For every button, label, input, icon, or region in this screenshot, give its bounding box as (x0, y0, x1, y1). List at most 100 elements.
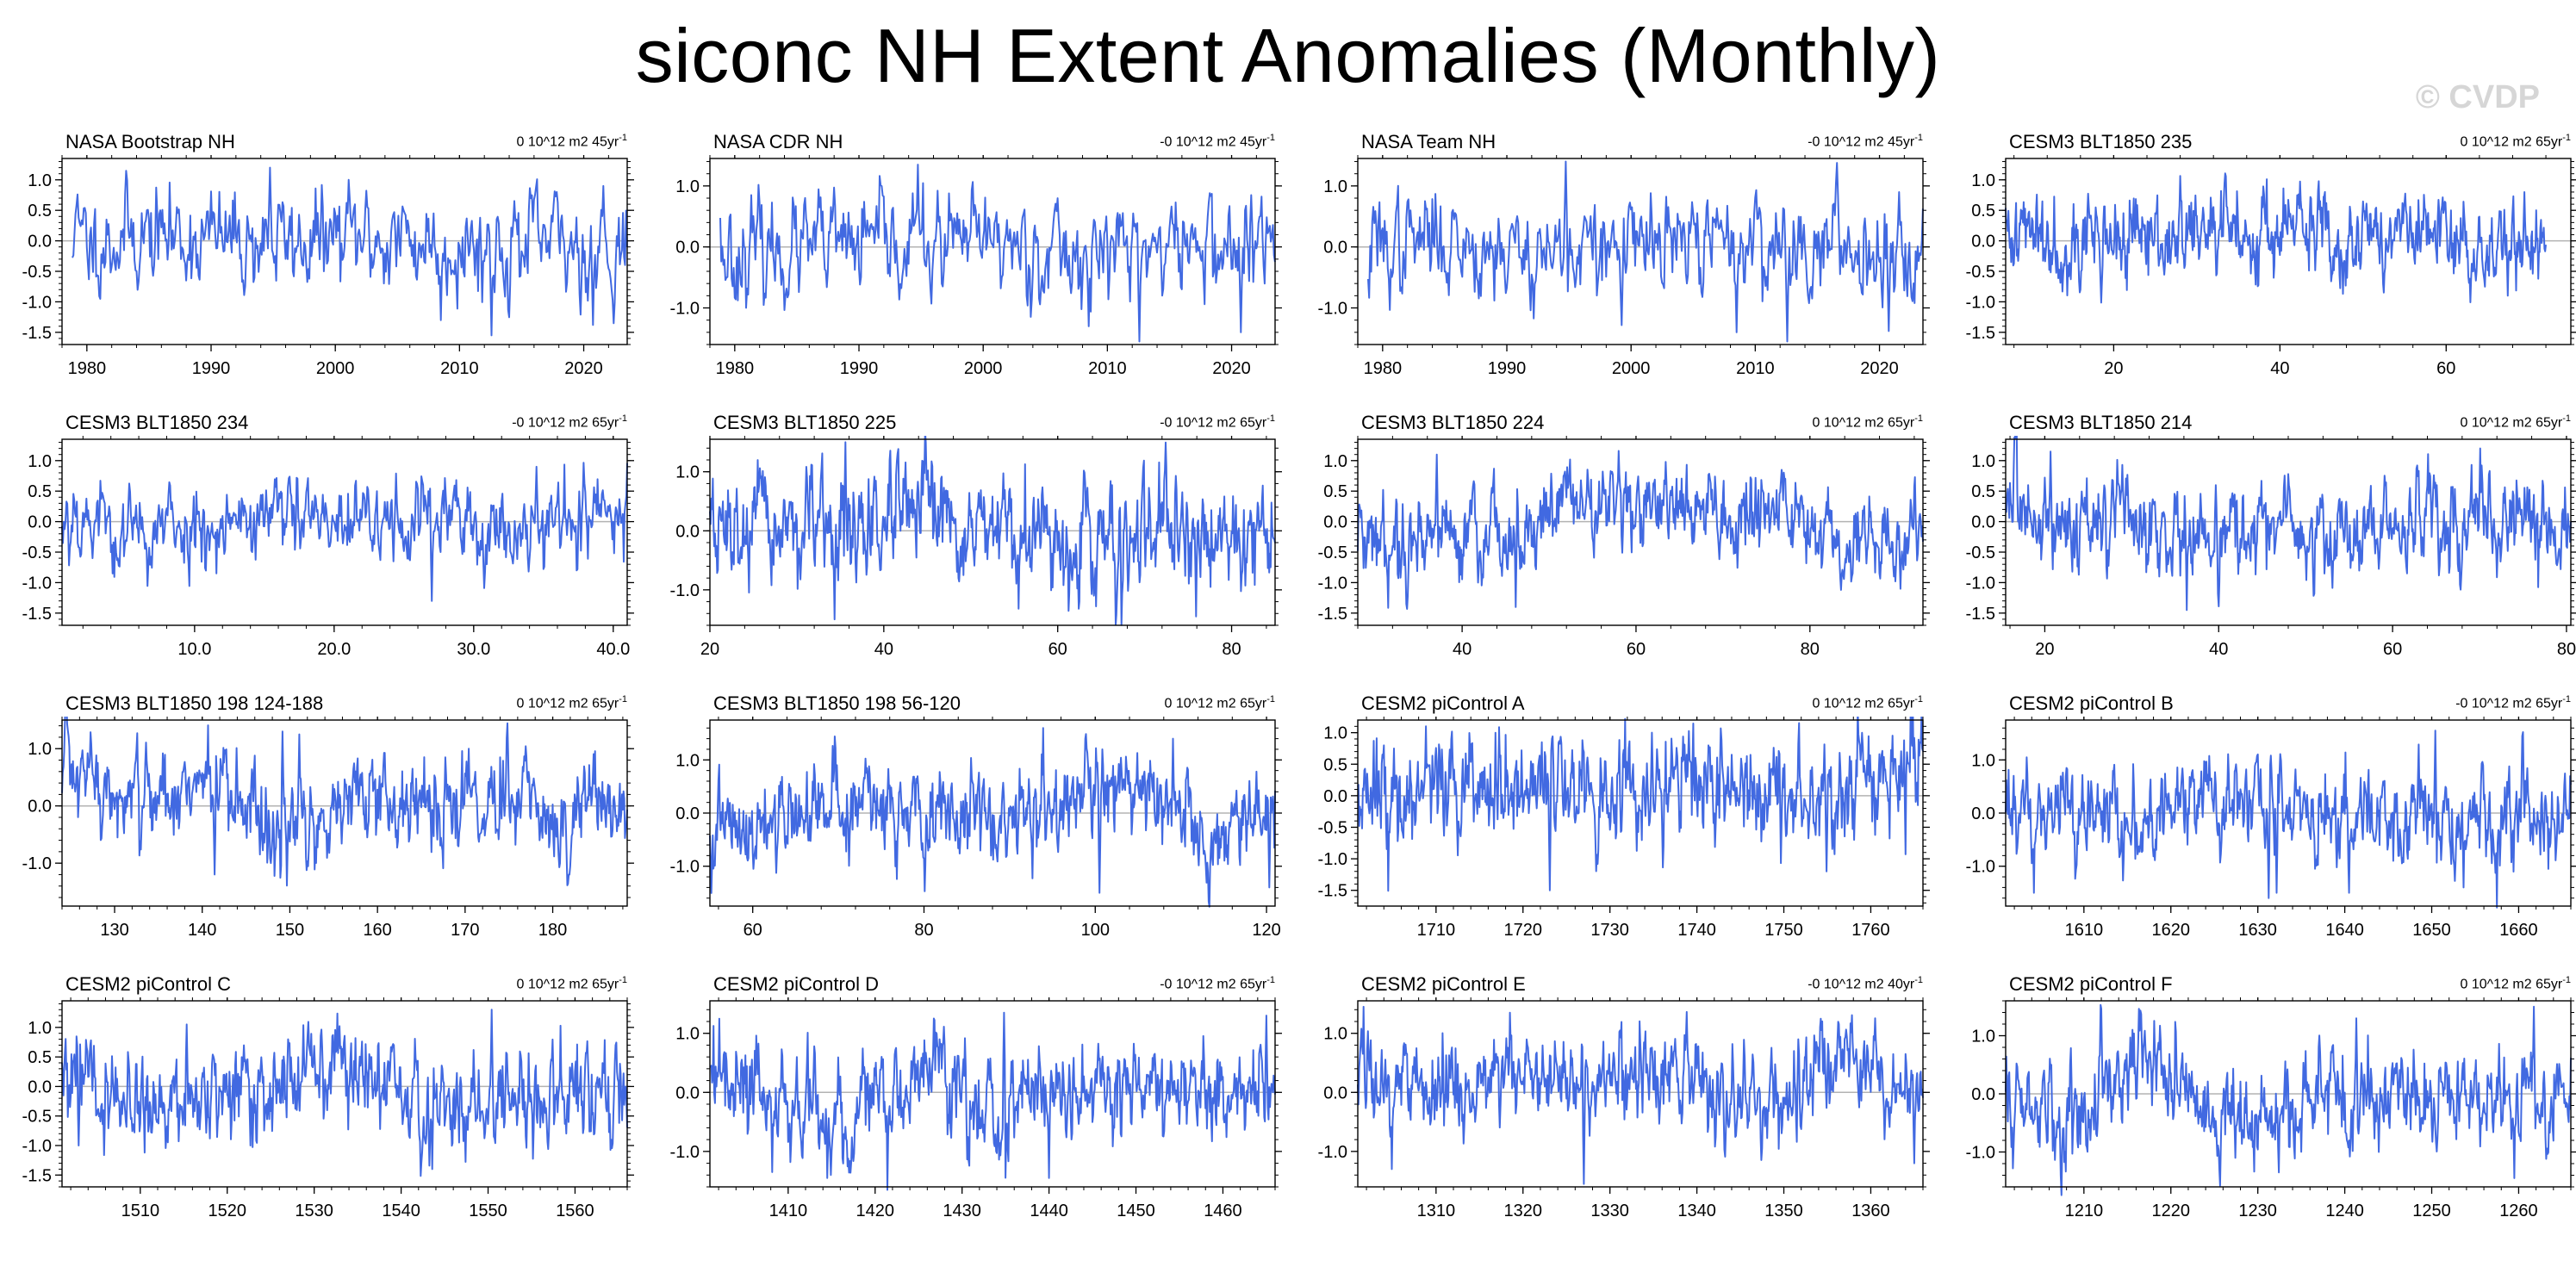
plot-frame (1357, 719, 1924, 907)
y-tick-label: -1.5 (22, 324, 52, 343)
trend-text: 0 10^12 m2 65yr (1812, 696, 1915, 711)
plot-frame (61, 158, 628, 345)
trend-text: -0 10^12 m2 45yr (1160, 134, 1267, 150)
x-tick-label: 1360 (1851, 1202, 1890, 1220)
x-tick-label: 120 (1252, 921, 1280, 940)
chart-panel: CESM3 BLT1850 198 56-120 0 10^12 m2 65yr-… (662, 692, 1292, 970)
trend-exponent: -1 (1266, 413, 1275, 424)
series-line (2005, 172, 2547, 304)
series-line (1357, 717, 1924, 892)
x-tick-label: 1430 (943, 1202, 981, 1220)
panel-title: CESM2 piControl F (2009, 973, 2173, 995)
trend-exponent: -1 (2562, 413, 2571, 424)
x-tick-label: 1730 (1590, 921, 1629, 940)
y-tick-label: -1.5 (1966, 324, 1995, 343)
series-line (2005, 1003, 2572, 1196)
y-tick-label: 1.0 (675, 1025, 700, 1044)
y-tick-label: 0.5 (28, 1048, 52, 1067)
y-tick-label: 1.0 (1323, 1025, 1347, 1044)
plot-svg: 1.0 0.0 -1.0 1610 1620 1630 1640 1650 1660 (1966, 717, 2576, 940)
x-tick-label: 1650 (2412, 921, 2451, 940)
trend-text: 0 10^12 m2 65yr (2460, 415, 2563, 431)
plot-svg: 1.0 0.0 -1.0 1410 1420 1430 1440 1450 1460 (670, 997, 1282, 1220)
x-tick-label: 80 (2557, 640, 2576, 659)
panel-title: CESM3 BLT1850 224 (1361, 412, 1545, 433)
trend-exponent: -1 (2562, 133, 2571, 143)
x-tick-label: 1230 (2238, 1202, 2277, 1220)
trend-text: -0 10^12 m2 65yr (2455, 696, 2563, 711)
x-tick-label: 1640 (2325, 921, 2364, 940)
panel-trend-label: -0 10^12 m2 65yr-1 (1160, 975, 1275, 992)
chart-panel: NASA Team NH -0 10^12 m2 45yr-1 1.0 0.0 -1.0… (1310, 131, 1940, 408)
trend-exponent: -1 (1914, 133, 1923, 143)
trend-text: 0 10^12 m2 65yr (516, 696, 619, 711)
y-tick-label: 0.5 (1323, 755, 1347, 774)
x-tick-label: 1990 (840, 359, 879, 378)
plot-frame (2005, 158, 2572, 345)
x-tick-label: 1410 (769, 1202, 808, 1220)
chart-panel: NASA CDR NH -0 10^12 m2 45yr-1 1.0 0.0 -1.0 1… (662, 131, 1292, 408)
panel-title: NASA Bootstrap NH (65, 131, 235, 152)
y-tick-label: 1.0 (1323, 452, 1347, 471)
x-tick-label: 40 (874, 640, 893, 659)
trend-exponent: -1 (2562, 694, 2571, 705)
y-tick-label: 1.0 (28, 1019, 52, 1038)
trend-text: 0 10^12 m2 45yr (516, 134, 619, 150)
x-tick-label: 1350 (1764, 1202, 1803, 1220)
plot-frame (61, 1000, 628, 1188)
trend-text: 0 10^12 m2 65yr (2460, 134, 2563, 150)
panel-title: CESM3 BLT1850 214 (2009, 412, 2193, 433)
x-tick-label: 1760 (1851, 921, 1890, 940)
y-tick-label: 1.0 (675, 463, 700, 482)
series-line (709, 1011, 1276, 1191)
panel-trend-label: -0 10^12 m2 65yr-1 (2455, 694, 2571, 711)
trend-exponent: -1 (619, 133, 627, 143)
plot-svg: 1.0 0.0 -1.0 1310 1320 1330 1340 1350 1360 (1318, 997, 1930, 1220)
x-tick-label: 100 (1081, 921, 1110, 940)
y-tick-label: -0.5 (1318, 818, 1347, 837)
x-tick-label: 1750 (1764, 921, 1803, 940)
panel-trend-label: -0 10^12 m2 40yr-1 (1808, 975, 1923, 992)
y-tick-label: 1.0 (28, 452, 52, 471)
plot-frame (1357, 438, 1924, 626)
y-tick-label: 0.0 (1971, 1085, 1995, 1104)
plot-frame (61, 438, 628, 626)
x-tick-label: 2020 (564, 359, 603, 378)
y-tick-label: -1.0 (1318, 850, 1347, 869)
trend-text: -0 10^12 m2 40yr (1808, 977, 1915, 992)
chart-panel: CESM3 BLT1850 225 -0 10^12 m2 65yr-1 1.0 0.… (662, 412, 1292, 689)
plot-svg: 1.0 0.0 -1.0 1980 1990 2000 2010 2020 (1318, 155, 1930, 378)
series-line (72, 166, 628, 337)
x-tick-label: 1440 (1030, 1202, 1068, 1220)
y-tick-label: 0.0 (1323, 787, 1347, 806)
y-tick-label: 0.0 (1971, 233, 1995, 251)
panel-title: CESM2 piControl D (713, 973, 879, 995)
x-tick-label: 2010 (1736, 359, 1775, 378)
panel-title: CESM2 piControl C (65, 973, 231, 995)
x-tick-label: 60 (2436, 359, 2455, 378)
y-tick-label: 0.5 (1971, 202, 1995, 220)
x-tick-label: 1520 (208, 1202, 247, 1220)
y-tick-label: -1.0 (1318, 574, 1347, 593)
y-tick-label: 0.5 (1971, 482, 1995, 501)
plot-svg: 1.0 0.5 0.0 -0.5 -1.0 -1.5 1510 1520 1530 1540 155… (22, 997, 634, 1220)
y-tick-label: 1.0 (675, 751, 700, 770)
panel-trend-label: 0 10^12 m2 65yr-1 (1165, 694, 1275, 711)
panel-trend-label: 0 10^12 m2 65yr-1 (517, 975, 627, 992)
plot-frame (1357, 158, 1924, 345)
y-tick-label: -1.0 (670, 300, 700, 319)
y-tick-label: 0.0 (1323, 239, 1347, 258)
x-tick-label: 1530 (295, 1202, 333, 1220)
y-tick-label: 0.0 (28, 1077, 52, 1096)
panel-title: CESM2 piControl A (1361, 692, 1525, 714)
trend-exponent: -1 (1914, 975, 1923, 985)
x-tick-label: 1320 (1504, 1202, 1543, 1220)
chart-title: siconc NH Extent Anomalies (Monthly) (635, 13, 1941, 98)
x-tick-label: 130 (100, 921, 128, 940)
panel-trend-label: 0 10^12 m2 65yr-1 (1813, 413, 1923, 431)
trend-exponent: -1 (1914, 694, 1923, 705)
series-line (709, 727, 1276, 908)
trend-text: 0 10^12 m2 65yr (516, 977, 619, 992)
y-tick-label: -1.0 (22, 574, 52, 593)
plot-svg: 1.0 0.0 -1.0 60 80 100 120 (670, 717, 1282, 940)
